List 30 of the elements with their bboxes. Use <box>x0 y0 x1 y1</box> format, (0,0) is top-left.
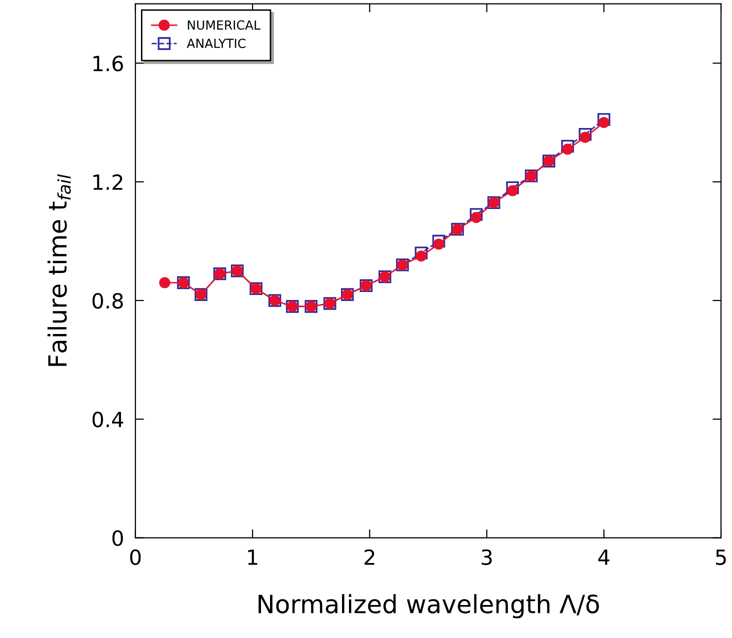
x-tick-label: 4 <box>598 550 610 565</box>
point <box>506 181 519 194</box>
point <box>578 128 592 141</box>
x-axis-title: Normalized wavelength Λ/δ <box>258 594 599 618</box>
point <box>159 277 170 288</box>
point <box>562 144 574 155</box>
point <box>580 132 591 143</box>
point <box>598 116 610 128</box>
point <box>561 140 574 153</box>
point <box>470 208 483 221</box>
y-tick-label: 0.4 <box>92 412 124 428</box>
y-tick-label: 1.2 <box>93 174 122 190</box>
legend-label: NUMERICAL <box>188 20 260 30</box>
y-tick-label: 0.8 <box>92 292 123 309</box>
y-tick-label: 0 <box>112 530 123 546</box>
y-tick-label: 1.6 <box>93 56 123 72</box>
x-tick-label: 2 <box>364 549 374 565</box>
point <box>470 212 482 223</box>
point <box>414 246 428 260</box>
point <box>433 238 444 250</box>
point <box>598 113 610 126</box>
point <box>416 250 427 262</box>
point <box>432 234 446 248</box>
y-axis-title: Failure time t$_{fail}$ <box>48 174 71 366</box>
x-tick-label: 1 <box>248 550 258 565</box>
x-tick-label: 3 <box>482 549 492 566</box>
legend-label: ANALYTIC <box>186 38 246 48</box>
point <box>506 185 518 196</box>
x-tick-label: 5 <box>716 550 726 566</box>
x-tick-label: 0 <box>130 549 141 566</box>
